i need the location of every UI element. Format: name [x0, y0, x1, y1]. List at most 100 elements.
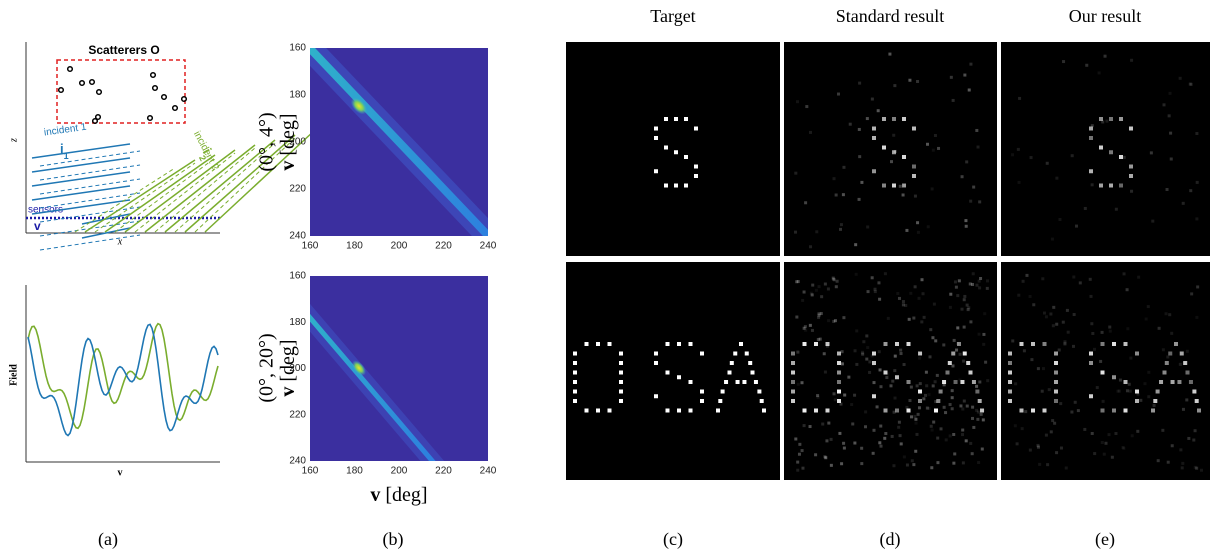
noise [823, 352, 826, 355]
y-tick-label: 160 [289, 271, 306, 282]
noise [981, 448, 984, 451]
noise [961, 429, 964, 432]
noise [1102, 400, 1105, 403]
noise [972, 186, 975, 189]
letter-dot [912, 127, 916, 131]
letter-dot [573, 399, 577, 403]
noise [984, 361, 987, 364]
noise [961, 408, 964, 411]
letter-dot [918, 399, 922, 403]
caption: (c) [663, 529, 683, 550]
noise [860, 447, 863, 450]
noise [878, 441, 881, 444]
noise [975, 385, 978, 388]
letter-dot [1109, 117, 1113, 121]
letter-dot [1054, 361, 1058, 365]
letter-dot [1031, 409, 1035, 413]
letter-dot [694, 127, 698, 131]
noise [801, 381, 804, 384]
letter-dot [1099, 184, 1103, 188]
noise [977, 461, 980, 464]
letter-dot [826, 409, 830, 413]
noise [879, 368, 882, 371]
letter-dot [1159, 380, 1163, 384]
letter-dot [1135, 399, 1139, 403]
noise [1189, 83, 1192, 86]
noise [925, 384, 928, 387]
noise [872, 452, 875, 455]
noise [880, 445, 883, 448]
noise [801, 467, 804, 470]
reconstruction-image [566, 42, 780, 256]
noise [949, 306, 952, 309]
noise [963, 326, 966, 329]
noise [834, 398, 837, 401]
letter-dot [700, 399, 704, 403]
noise [915, 422, 918, 425]
letter-dot [730, 361, 734, 365]
letter-dot [608, 409, 612, 413]
letter-dot [951, 352, 955, 356]
noise [817, 316, 820, 319]
letter-dot [1129, 174, 1133, 178]
letter-dot [674, 184, 678, 188]
noise [798, 453, 801, 456]
noise [816, 394, 819, 397]
noise [830, 464, 833, 467]
noise [1060, 447, 1063, 450]
scatterer [151, 73, 156, 78]
noise [837, 93, 840, 96]
noise [840, 462, 843, 465]
letter-dot [596, 342, 600, 346]
noise [868, 371, 871, 374]
letter-dot [751, 371, 755, 375]
letter-dot [884, 342, 888, 346]
unit: [deg] [385, 484, 427, 506]
letter-dot [892, 184, 896, 188]
noise [830, 438, 833, 441]
x-tick-label: 200 [391, 466, 408, 477]
noise [1084, 207, 1087, 210]
letter-dot [946, 371, 950, 375]
noise [903, 455, 906, 458]
letter-dot [700, 390, 704, 394]
letter-dot [1112, 342, 1116, 346]
letter-dot [963, 352, 967, 356]
noise [796, 461, 799, 464]
noise [820, 295, 823, 298]
letter-dot [666, 409, 670, 413]
noise [1181, 462, 1184, 465]
noise [1090, 322, 1093, 325]
noise [950, 76, 953, 79]
noise [1073, 313, 1076, 316]
x-label: v [118, 467, 123, 478]
letter-dot [895, 342, 899, 346]
noise [899, 185, 902, 188]
noise [1195, 132, 1198, 135]
noise [809, 245, 812, 248]
noise [927, 225, 930, 228]
noise [967, 308, 970, 311]
letter-dot [1109, 150, 1113, 154]
noise [978, 380, 981, 383]
reconstruction-image [566, 262, 780, 480]
letter-dot [619, 380, 623, 384]
noise [1091, 332, 1094, 335]
scatterer [68, 67, 73, 72]
letter-dot [826, 342, 830, 346]
scatterer-box [57, 60, 185, 123]
letter-dot [573, 380, 577, 384]
letter-dot [619, 361, 623, 365]
noise [1014, 382, 1017, 385]
noise [942, 343, 945, 346]
noise [796, 100, 799, 103]
letter-dot [1124, 342, 1128, 346]
letter-dot [791, 352, 795, 356]
noise [874, 288, 877, 291]
letter-dot [1163, 371, 1167, 375]
noise [879, 385, 882, 388]
letter-dot [791, 380, 795, 384]
noise [1074, 401, 1077, 404]
letter-dot [748, 361, 752, 365]
y-tick-label: 180 [289, 90, 306, 101]
